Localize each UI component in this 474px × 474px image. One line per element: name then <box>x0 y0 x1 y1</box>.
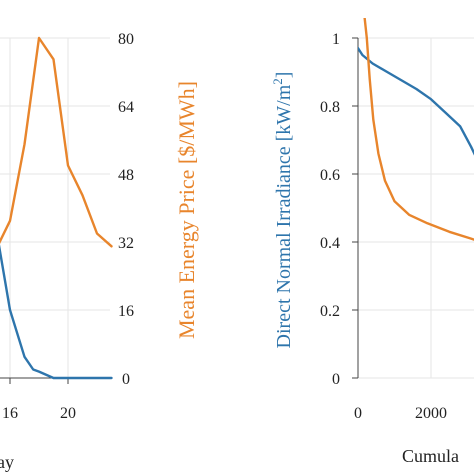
mean-energy-price-axis-label: Mean Energy Price [$/MWh] <box>174 81 199 339</box>
energy-price-line <box>0 36 113 248</box>
energy-price-tick-label: 32 <box>118 235 134 252</box>
left-x-tick-label: 16 <box>2 405 18 422</box>
direct-normal-irradiance-axis-label: Direct Normal Irradiance [kW/m2] <box>270 72 295 349</box>
right-series <box>358 18 474 241</box>
energy-price-tick-label: 16 <box>118 303 134 320</box>
right-x-tick-label: 0 <box>354 405 362 422</box>
cumulative-price-line <box>363 18 474 241</box>
right-grid <box>358 37 474 379</box>
dni-label-end: ] <box>273 72 295 79</box>
right-x-ticks: 0 2000 <box>354 405 447 422</box>
irradiance-tick-label: 1 <box>332 31 340 48</box>
left-x-axis-label: ay <box>0 452 14 472</box>
dni-label-main: Direct Normal Irradiance [kW/m <box>273 84 295 348</box>
right-x-tick-label: 2000 <box>415 405 447 422</box>
right-x-axis-label: Cumula <box>402 446 459 466</box>
left-series <box>0 36 113 380</box>
irradiance-tick-label: 0.6 <box>320 167 340 184</box>
irradiance-day-line <box>0 244 113 380</box>
right-panel: Direct Normal Irradiance [kW/m2] 0 0.2 0.4… <box>270 18 474 466</box>
left-right-axis-ticks: 0 16 32 48 64 80 <box>118 31 134 388</box>
dni-label-superscript: 2 <box>270 78 285 85</box>
left-x-tick-label: 20 <box>60 405 76 422</box>
energy-price-tick-label: 64 <box>118 99 134 116</box>
energy-price-tick-label: 48 <box>118 167 134 184</box>
irradiance-tick-label: 0 <box>332 371 340 388</box>
energy-price-tick-label: 80 <box>118 31 134 48</box>
irradiance-tick-label: 0.4 <box>320 235 340 252</box>
right-y-ticks: 0 0.2 0.4 0.6 0.8 1 <box>320 31 358 388</box>
cumulative-irradiance-line <box>358 47 474 156</box>
left-x-ticks: 16 20 <box>2 378 76 422</box>
energy-price-tick-label: 0 <box>122 371 130 388</box>
irradiance-tick-label: 0.8 <box>320 99 340 116</box>
irradiance-tick-label: 0.2 <box>320 303 340 320</box>
